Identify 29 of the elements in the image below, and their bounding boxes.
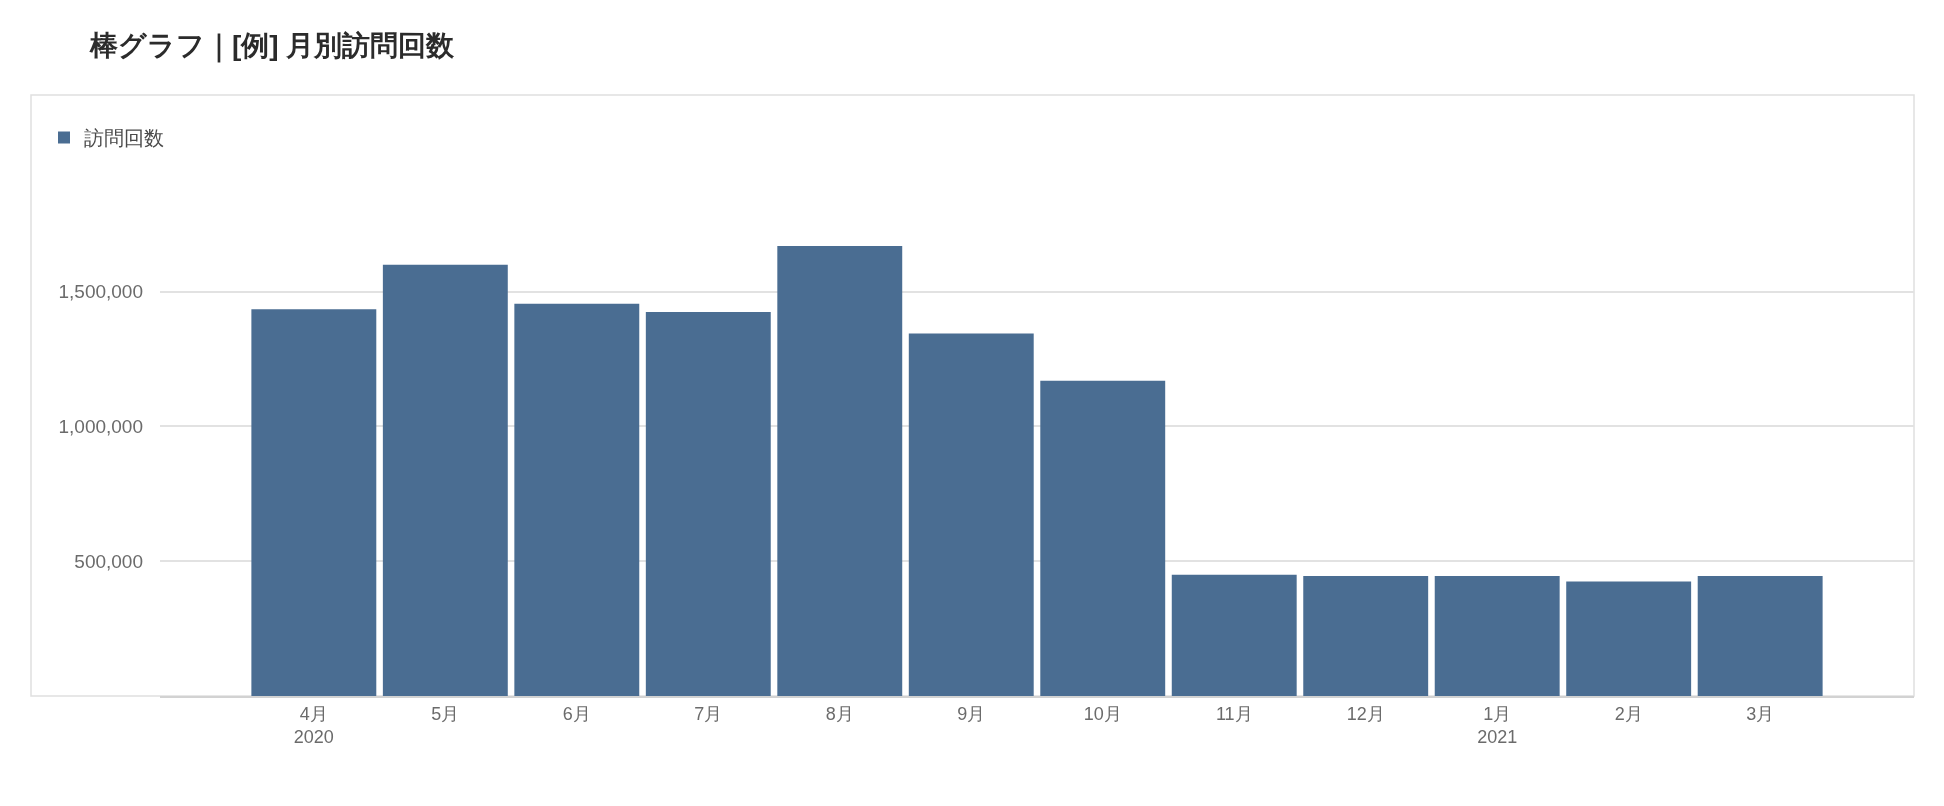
x-tick-label: 1月 2021 xyxy=(1477,703,1518,747)
x-tick-label: 7月 xyxy=(694,703,723,724)
bar xyxy=(1040,380,1166,696)
x-tick-label: 12月 xyxy=(1346,703,1385,724)
bar xyxy=(251,309,377,696)
bar xyxy=(908,333,1034,696)
bar xyxy=(1697,576,1823,696)
legend-label: 訪問回数 xyxy=(84,127,164,150)
bar xyxy=(1171,574,1297,696)
x-tick-label: 2月 xyxy=(1614,703,1643,724)
bar xyxy=(777,245,903,696)
x-tick-label: 9月 xyxy=(957,703,986,724)
x-tick-label: 11月 xyxy=(1215,703,1253,724)
x-tick-label: 10月 xyxy=(1083,703,1122,724)
y-tick-label: 1,500,000 xyxy=(58,281,143,303)
x-tick-label: 6月 xyxy=(562,703,591,724)
x-tick-label: 4月 2020 xyxy=(293,703,334,747)
bar xyxy=(382,264,508,696)
x-tick-label: 8月 xyxy=(825,703,854,724)
bar xyxy=(1566,581,1692,696)
bar xyxy=(645,311,771,696)
bar xyxy=(1434,576,1560,696)
y-tick-label: 500,000 xyxy=(74,550,143,572)
chart-title: 棒グラフ｜[例] 月別訪問回数 xyxy=(89,29,456,63)
bar xyxy=(1303,576,1429,696)
x-tick-label: 3月 xyxy=(1746,703,1775,724)
bar xyxy=(514,303,640,696)
y-tick-label: 1,000,000 xyxy=(58,416,143,438)
x-tick-label: 5月 xyxy=(431,703,460,724)
